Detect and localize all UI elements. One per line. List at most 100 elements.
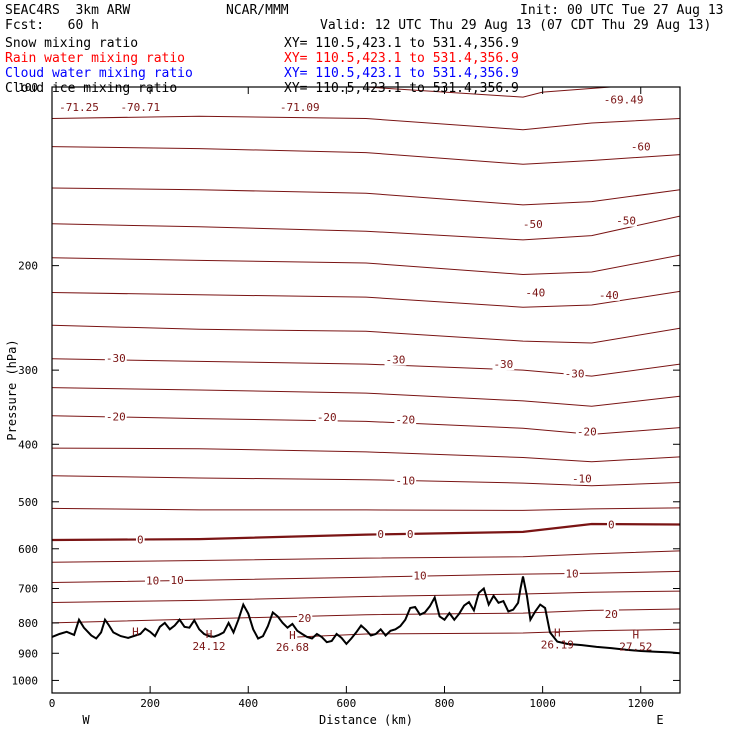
x-axis-label: Distance (km) xyxy=(319,713,413,727)
isotherm-minus-35 xyxy=(52,324,680,344)
y-tick-label: 800 xyxy=(18,617,38,630)
contour-label: -20 xyxy=(395,413,415,426)
contour-label-bg xyxy=(144,574,161,587)
y-tick-label: 600 xyxy=(18,543,38,556)
y-tick-label: 300 xyxy=(18,364,38,377)
plot-frame xyxy=(51,86,681,694)
contour-label: -20 xyxy=(577,426,597,439)
isotherm-minus-50 xyxy=(52,215,680,241)
contour-label: -50 xyxy=(523,218,543,231)
isotherm-5 xyxy=(52,550,680,563)
contour-label: -40 xyxy=(599,289,619,302)
isotherm-minus-70 xyxy=(52,87,618,98)
contour-label-bg xyxy=(136,533,145,546)
isotherm-minus-45 xyxy=(52,254,680,276)
field-rain-xy: XY= 110.5,423.1 to 531.4,356.9 xyxy=(284,51,519,66)
contour-label: 10 xyxy=(146,574,159,587)
high-value: 26.68 xyxy=(276,641,309,654)
x-tick-label: 600 xyxy=(336,697,356,710)
high-marker: H xyxy=(132,625,139,638)
contour-label: -10 xyxy=(572,473,592,486)
contour-label-bg xyxy=(394,413,417,426)
init-time: Init: 00 UTC Tue 27 Aug 13 xyxy=(520,3,724,18)
contour-label: 0 xyxy=(608,518,615,531)
field-snow-xy: XY= 110.5,423.1 to 531.4,356.9 xyxy=(284,36,519,51)
contour-label-bg xyxy=(629,140,652,153)
contour-label-bg xyxy=(524,286,547,299)
field-cloud-ice-xy: XY= 110.5,423.1 to 531.4,356.9 xyxy=(284,81,519,96)
contour-label: -30 xyxy=(493,358,513,371)
high-marker: H xyxy=(289,629,296,642)
contour-label: 20 xyxy=(298,612,311,625)
high-value: 27.52 xyxy=(619,641,652,654)
high-value: 24.12 xyxy=(192,640,225,653)
y-tick-label: 200 xyxy=(18,260,38,273)
east-label: E xyxy=(656,713,663,727)
contour-label: -10 xyxy=(395,474,415,487)
contour-label: -20 xyxy=(106,410,126,423)
forecast-hour: Fcst: 60 h xyxy=(5,18,99,33)
y-tick-label: 900 xyxy=(18,647,38,660)
isotherm-minus-25 xyxy=(52,387,680,407)
contour-label-bg xyxy=(376,528,386,541)
x-tick-label: 1200 xyxy=(628,697,655,710)
contour-label: 10 xyxy=(565,568,578,581)
high-marker: H xyxy=(633,629,640,642)
contour-label: -40 xyxy=(525,287,545,300)
contour-label-bg xyxy=(119,100,162,113)
isotherm-minus-65 xyxy=(52,115,680,131)
y-tick-label: 1000 xyxy=(12,674,39,687)
contour-label: -60 xyxy=(631,141,651,154)
contour-label: -30 xyxy=(106,352,126,365)
contour-label: -71.09 xyxy=(280,101,320,114)
contour-label: -30 xyxy=(565,368,585,381)
contour-label-bg xyxy=(563,367,586,380)
isotherm-minus-40 xyxy=(52,290,680,308)
contour-label-bg xyxy=(602,93,645,106)
isotherm-group xyxy=(52,87,680,638)
contour-label-bg xyxy=(394,474,417,487)
contour-label: -70.71 xyxy=(120,101,160,114)
organization: NCAR/MMM xyxy=(226,3,289,18)
contour-label-bg xyxy=(169,573,185,586)
contour-label: 10 xyxy=(413,570,426,583)
y-tick-label: 700 xyxy=(18,583,38,596)
contour-label: 0 xyxy=(407,528,414,541)
contour-label: 20 xyxy=(605,608,618,621)
contour-label: -50 xyxy=(616,215,636,228)
field-snow-name: Snow mixing ratio xyxy=(5,36,139,51)
isotherm-minus-60 xyxy=(52,146,680,165)
x-tick-label: 800 xyxy=(435,697,455,710)
isotherm-minus-15 xyxy=(52,447,680,463)
contour-label: -20 xyxy=(317,411,337,424)
contour-label: 0 xyxy=(137,534,144,547)
isotherm-25 xyxy=(297,628,680,638)
isotherm-minus-10 xyxy=(52,475,680,487)
contour-label-bg xyxy=(575,425,598,438)
contour-label-bg xyxy=(384,353,407,366)
isotherm-15 xyxy=(52,590,680,603)
field-cloud-water-xy: XY= 110.5,423.1 to 531.4,356.9 xyxy=(284,66,519,81)
field-cloud-ice-name: Cloud ice mixing ratio xyxy=(5,81,178,96)
contour-label-bg xyxy=(570,472,593,485)
isotherm-0 xyxy=(52,522,680,542)
x-tick-label: 0 xyxy=(49,697,56,710)
contour-label-bg xyxy=(607,518,616,531)
contour-label: -30 xyxy=(386,354,406,367)
contour-label-bg xyxy=(405,528,415,541)
isotherm-minus-55 xyxy=(52,187,680,206)
isotherm-minus-30 xyxy=(52,358,680,377)
x-tick-label: 1000 xyxy=(529,697,556,710)
contour-label-bg xyxy=(297,612,313,625)
contour-label: -71.25 xyxy=(59,101,99,114)
terrain-group xyxy=(52,576,680,655)
contour-label-bg xyxy=(104,351,127,364)
west-label: W xyxy=(82,713,90,727)
contour-label-bg xyxy=(492,358,515,371)
contour-label-bg xyxy=(58,100,100,113)
contour-label-bg xyxy=(597,288,620,301)
contour-label-bg xyxy=(521,217,544,230)
y-tick-label: 100 xyxy=(18,81,38,94)
